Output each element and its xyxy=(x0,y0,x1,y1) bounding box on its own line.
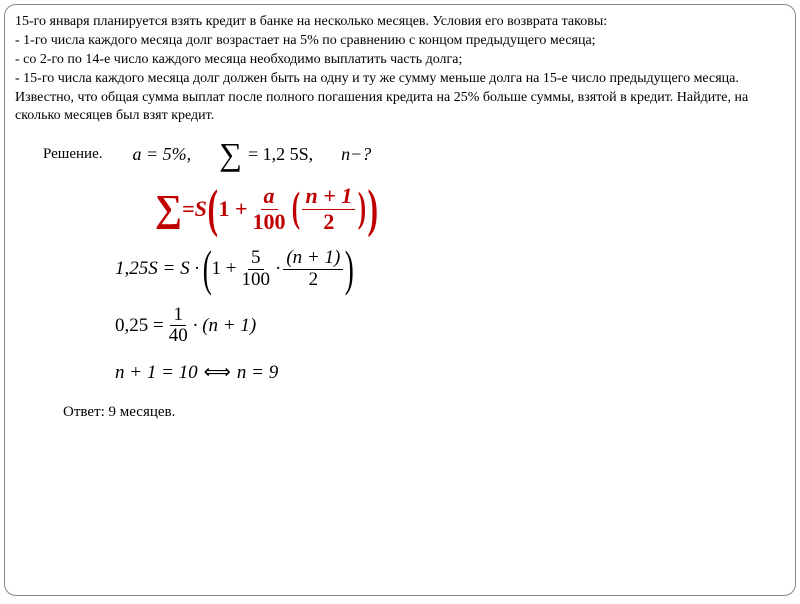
solution-label: Решение. xyxy=(43,146,102,163)
fraction-1-40: 1 40 xyxy=(166,305,191,348)
sigma-icon: ∑ xyxy=(219,138,242,170)
lhs: 0,25 = xyxy=(115,315,164,337)
page-frame: 15-го января планируется взять кредит в … xyxy=(4,4,796,596)
problem-line-1: 15-го января планируется взять кредит в … xyxy=(15,13,785,32)
dot: · xyxy=(275,258,281,280)
denominator: 100 xyxy=(250,210,289,234)
given-n: n−? xyxy=(341,144,371,165)
denominator: 2 xyxy=(306,270,322,291)
solution-givens-row: Решение. a = 5%, ∑ = 1,2 5S, n−? xyxy=(43,138,785,170)
one-plus: 1 + xyxy=(212,258,237,280)
numerator: n + 1 xyxy=(302,184,355,209)
given-sum: ∑ = 1,2 5S, xyxy=(219,138,313,170)
paren-close-icon: ) xyxy=(368,188,379,230)
numerator: (n + 1) xyxy=(283,248,343,270)
denominator: 100 xyxy=(239,270,274,291)
paren-open-icon: ( xyxy=(291,192,299,225)
result-step: n + 1 = 10 ⟺ n = 9 xyxy=(115,361,785,384)
rhs-tail: · (n + 1) xyxy=(193,315,256,337)
answer-text: Ответ: 9 месяцев. xyxy=(63,404,785,421)
given-a: a = 5%, xyxy=(132,144,191,165)
numerator: 1 xyxy=(170,305,186,327)
paren-close-icon: ) xyxy=(345,249,354,289)
fraction-5-100: 5 100 xyxy=(239,248,274,291)
denominator: 2 xyxy=(320,210,337,234)
problem-line-2: - 1-го числа каждого месяца долг возраст… xyxy=(15,32,785,51)
problem-statement: 15-го января планируется взять кредит в … xyxy=(15,13,785,126)
fraction-n1-2: (n + 1) 2 xyxy=(283,248,343,291)
paren-open-icon: ( xyxy=(203,249,212,289)
problem-line-5: Известно, что общая сумма выплат после п… xyxy=(15,89,785,127)
denominator: 40 xyxy=(166,326,191,347)
iff-icon: ⟺ xyxy=(204,361,231,384)
main-formula: ∑ = S ( 1 + a 100 ( n + 1 2 ) ) xyxy=(155,184,785,233)
substitution-step: 1,25S = S · ( 1 + 5 100 · (n + 1) 2 ) xyxy=(115,248,785,291)
numerator: 5 xyxy=(248,248,264,270)
fraction-a-100: a 100 xyxy=(250,184,289,233)
problem-line-4: - 15-го числа каждого месяца долг должен… xyxy=(15,70,785,89)
given-sum-rhs: = 1,2 5S, xyxy=(248,144,313,165)
right-eq: n = 9 xyxy=(237,362,278,384)
problem-line-3: - со 2-го по 14-е число каждого месяца н… xyxy=(15,51,785,70)
paren-close-icon: ) xyxy=(358,192,366,225)
numerator: a xyxy=(261,184,278,209)
sigma-icon: ∑ xyxy=(155,190,182,228)
simplification-step: 0,25 = 1 40 · (n + 1) xyxy=(115,305,785,348)
givens: a = 5%, ∑ = 1,2 5S, n−? xyxy=(132,138,371,170)
lhs: 1,25S = S · xyxy=(115,258,199,280)
left-eq: n + 1 = 10 xyxy=(115,362,198,384)
one-plus: 1 + xyxy=(218,196,247,222)
paren-open-icon: ( xyxy=(207,188,218,230)
equals: = xyxy=(182,196,195,222)
fraction-n1-2: n + 1 2 xyxy=(302,184,355,233)
var-s: S xyxy=(195,196,207,222)
